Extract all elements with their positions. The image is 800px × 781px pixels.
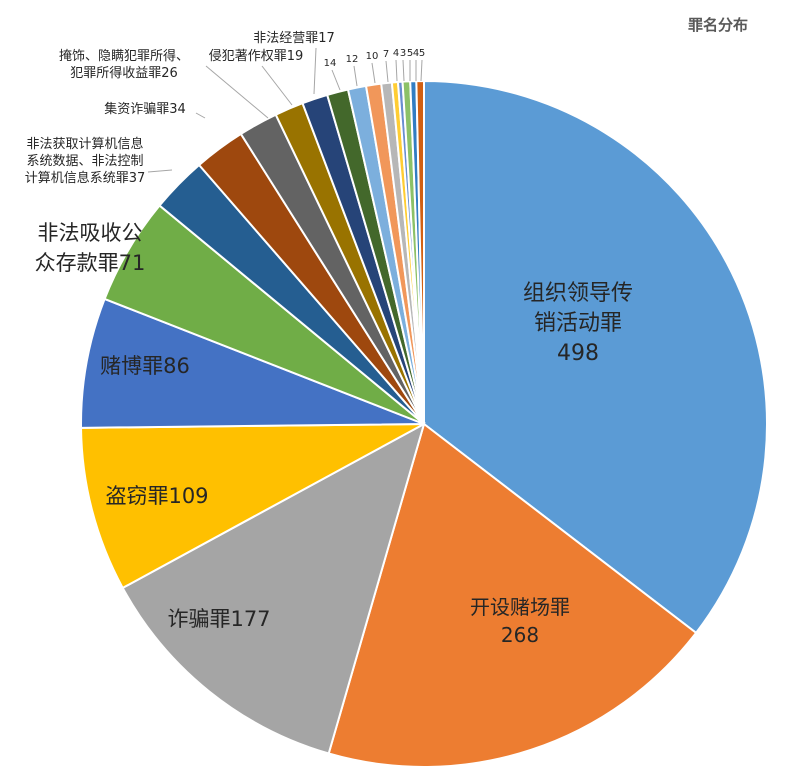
slice-label-line: 7 <box>383 49 389 60</box>
pie-slice <box>80 297 425 429</box>
leader-line <box>385 60 389 83</box>
slice-data-label: 10 <box>366 51 379 62</box>
leader-line <box>313 47 317 95</box>
leader-line <box>353 65 358 87</box>
slice-label-line: 非法吸收公 <box>38 221 143 245</box>
slice-data-label: 非法获取计算机信息系统数据、非法控制计算机信息系统罪37 <box>25 136 146 186</box>
slice-label-line: 盗窃罪109 <box>105 484 208 508</box>
leader-line <box>205 65 269 119</box>
slice-label-line: 非法经营罪17 <box>253 31 335 46</box>
pie-slice <box>423 79 768 635</box>
slice-label-line: 4 <box>393 48 399 59</box>
slice-data-label: 盗窃罪109 <box>105 484 208 508</box>
slice-data-label: 赌博罪86 <box>100 354 190 378</box>
slice-data-label: 掩饰、隐瞒犯罪所得、犯罪所得收益罪26 <box>59 48 189 81</box>
slice-data-label: 非法经营罪17 <box>253 31 335 46</box>
slice-label-line: 赌博罪86 <box>100 354 190 378</box>
leader-line <box>261 65 293 106</box>
pie-slice <box>80 423 425 590</box>
slice-label-line: 14 <box>324 58 337 69</box>
leader-line <box>395 59 398 82</box>
chart-title: 罪名分布 <box>687 16 748 34</box>
slice-label-line: 非法获取计算机信息 <box>26 136 143 152</box>
slice-label-line: 集资诈骗罪34 <box>104 101 186 117</box>
pie-slice <box>121 421 426 755</box>
pie-slice <box>327 422 698 768</box>
slice-data-label: 侵犯著作权罪19 <box>209 48 304 64</box>
slice-label-line: 3 <box>400 48 406 59</box>
slice-data-label: 非法吸收公众存款罪71 <box>35 221 146 275</box>
slice-data-label: 5 <box>407 48 413 59</box>
slice-data-label: 5 <box>419 48 425 59</box>
leader-line <box>402 59 405 82</box>
slice-label-line: 组织领导传 <box>523 281 633 306</box>
slice-data-label: 集资诈骗罪34 <box>104 101 186 117</box>
leader-line <box>331 69 341 91</box>
slice-label-line: 诈骗罪177 <box>167 607 270 631</box>
slice-label-line: 5 <box>407 48 413 59</box>
slice-data-label: 14 <box>324 58 337 69</box>
leader-line <box>195 112 206 119</box>
slice-label-line: 众存款罪71 <box>35 251 146 275</box>
leader-line <box>420 59 423 82</box>
slice-data-label: 组织领导传销活动罪 498 <box>523 281 633 366</box>
slice-label-line: 4 <box>413 48 419 59</box>
leader-line <box>371 62 376 84</box>
slice-data-label: 4 <box>413 48 419 59</box>
slice-data-label: 12 <box>346 54 359 65</box>
slice-data-label: 开设赌场罪 268 <box>470 595 570 647</box>
slice-label-line: 犯罪所得收益罪26 <box>70 65 178 81</box>
slice-label-line: 10 <box>366 51 379 62</box>
slice-label-line: 计算机信息系统罪37 <box>25 170 146 186</box>
slice-label-line: 12 <box>346 54 359 65</box>
slice-data-label: 4 <box>393 48 399 59</box>
slice-data-label: 3 <box>400 48 406 59</box>
slice-label-line: 系统数据、非法控制 <box>26 154 143 169</box>
slice-data-label: 7 <box>383 49 389 60</box>
slice-label-line: 268 <box>501 623 539 647</box>
slice-label-line: 5 <box>419 48 425 59</box>
pie-slice <box>415 79 425 425</box>
leader-line <box>147 169 173 173</box>
slice-label-line: 498 <box>557 341 599 366</box>
slice-label-line: 销活动罪 <box>534 311 622 336</box>
slice-label-line: 掩饰、隐瞒犯罪所得、 <box>59 48 189 64</box>
slice-label-line: 侵犯著作权罪19 <box>209 48 304 64</box>
slice-label-line: 开设赌场罪 <box>470 595 570 619</box>
slice-data-label: 诈骗罪177 <box>167 607 270 631</box>
